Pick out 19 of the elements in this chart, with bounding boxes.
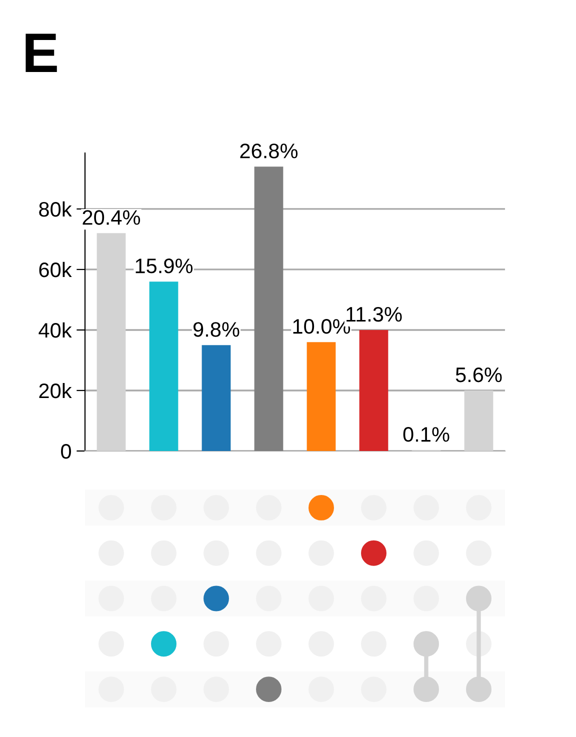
y-tick-label: 0 bbox=[61, 444, 71, 459]
bar bbox=[359, 330, 388, 451]
y-tick-label: 80k bbox=[39, 201, 72, 217]
y-tick-label: 40k bbox=[38, 322, 72, 338]
bar bbox=[202, 345, 231, 451]
bar bbox=[96, 233, 126, 451]
annotation: 26.8% bbox=[240, 144, 298, 158]
annotation: 15.9% bbox=[136, 258, 193, 274]
annotation: 0.1% bbox=[403, 427, 450, 442]
annotation: 9.8% bbox=[193, 322, 240, 337]
annotation: 20.4% bbox=[82, 210, 140, 225]
bar bbox=[306, 342, 336, 451]
bar bbox=[149, 282, 178, 451]
bar bbox=[464, 390, 494, 451]
annotation: 5.6% bbox=[456, 367, 502, 382]
chart-title: E bbox=[26, 34, 57, 72]
bar bbox=[254, 166, 284, 451]
y-tick-label: 20k bbox=[39, 382, 72, 398]
y-tick-label: 60k bbox=[39, 262, 72, 278]
